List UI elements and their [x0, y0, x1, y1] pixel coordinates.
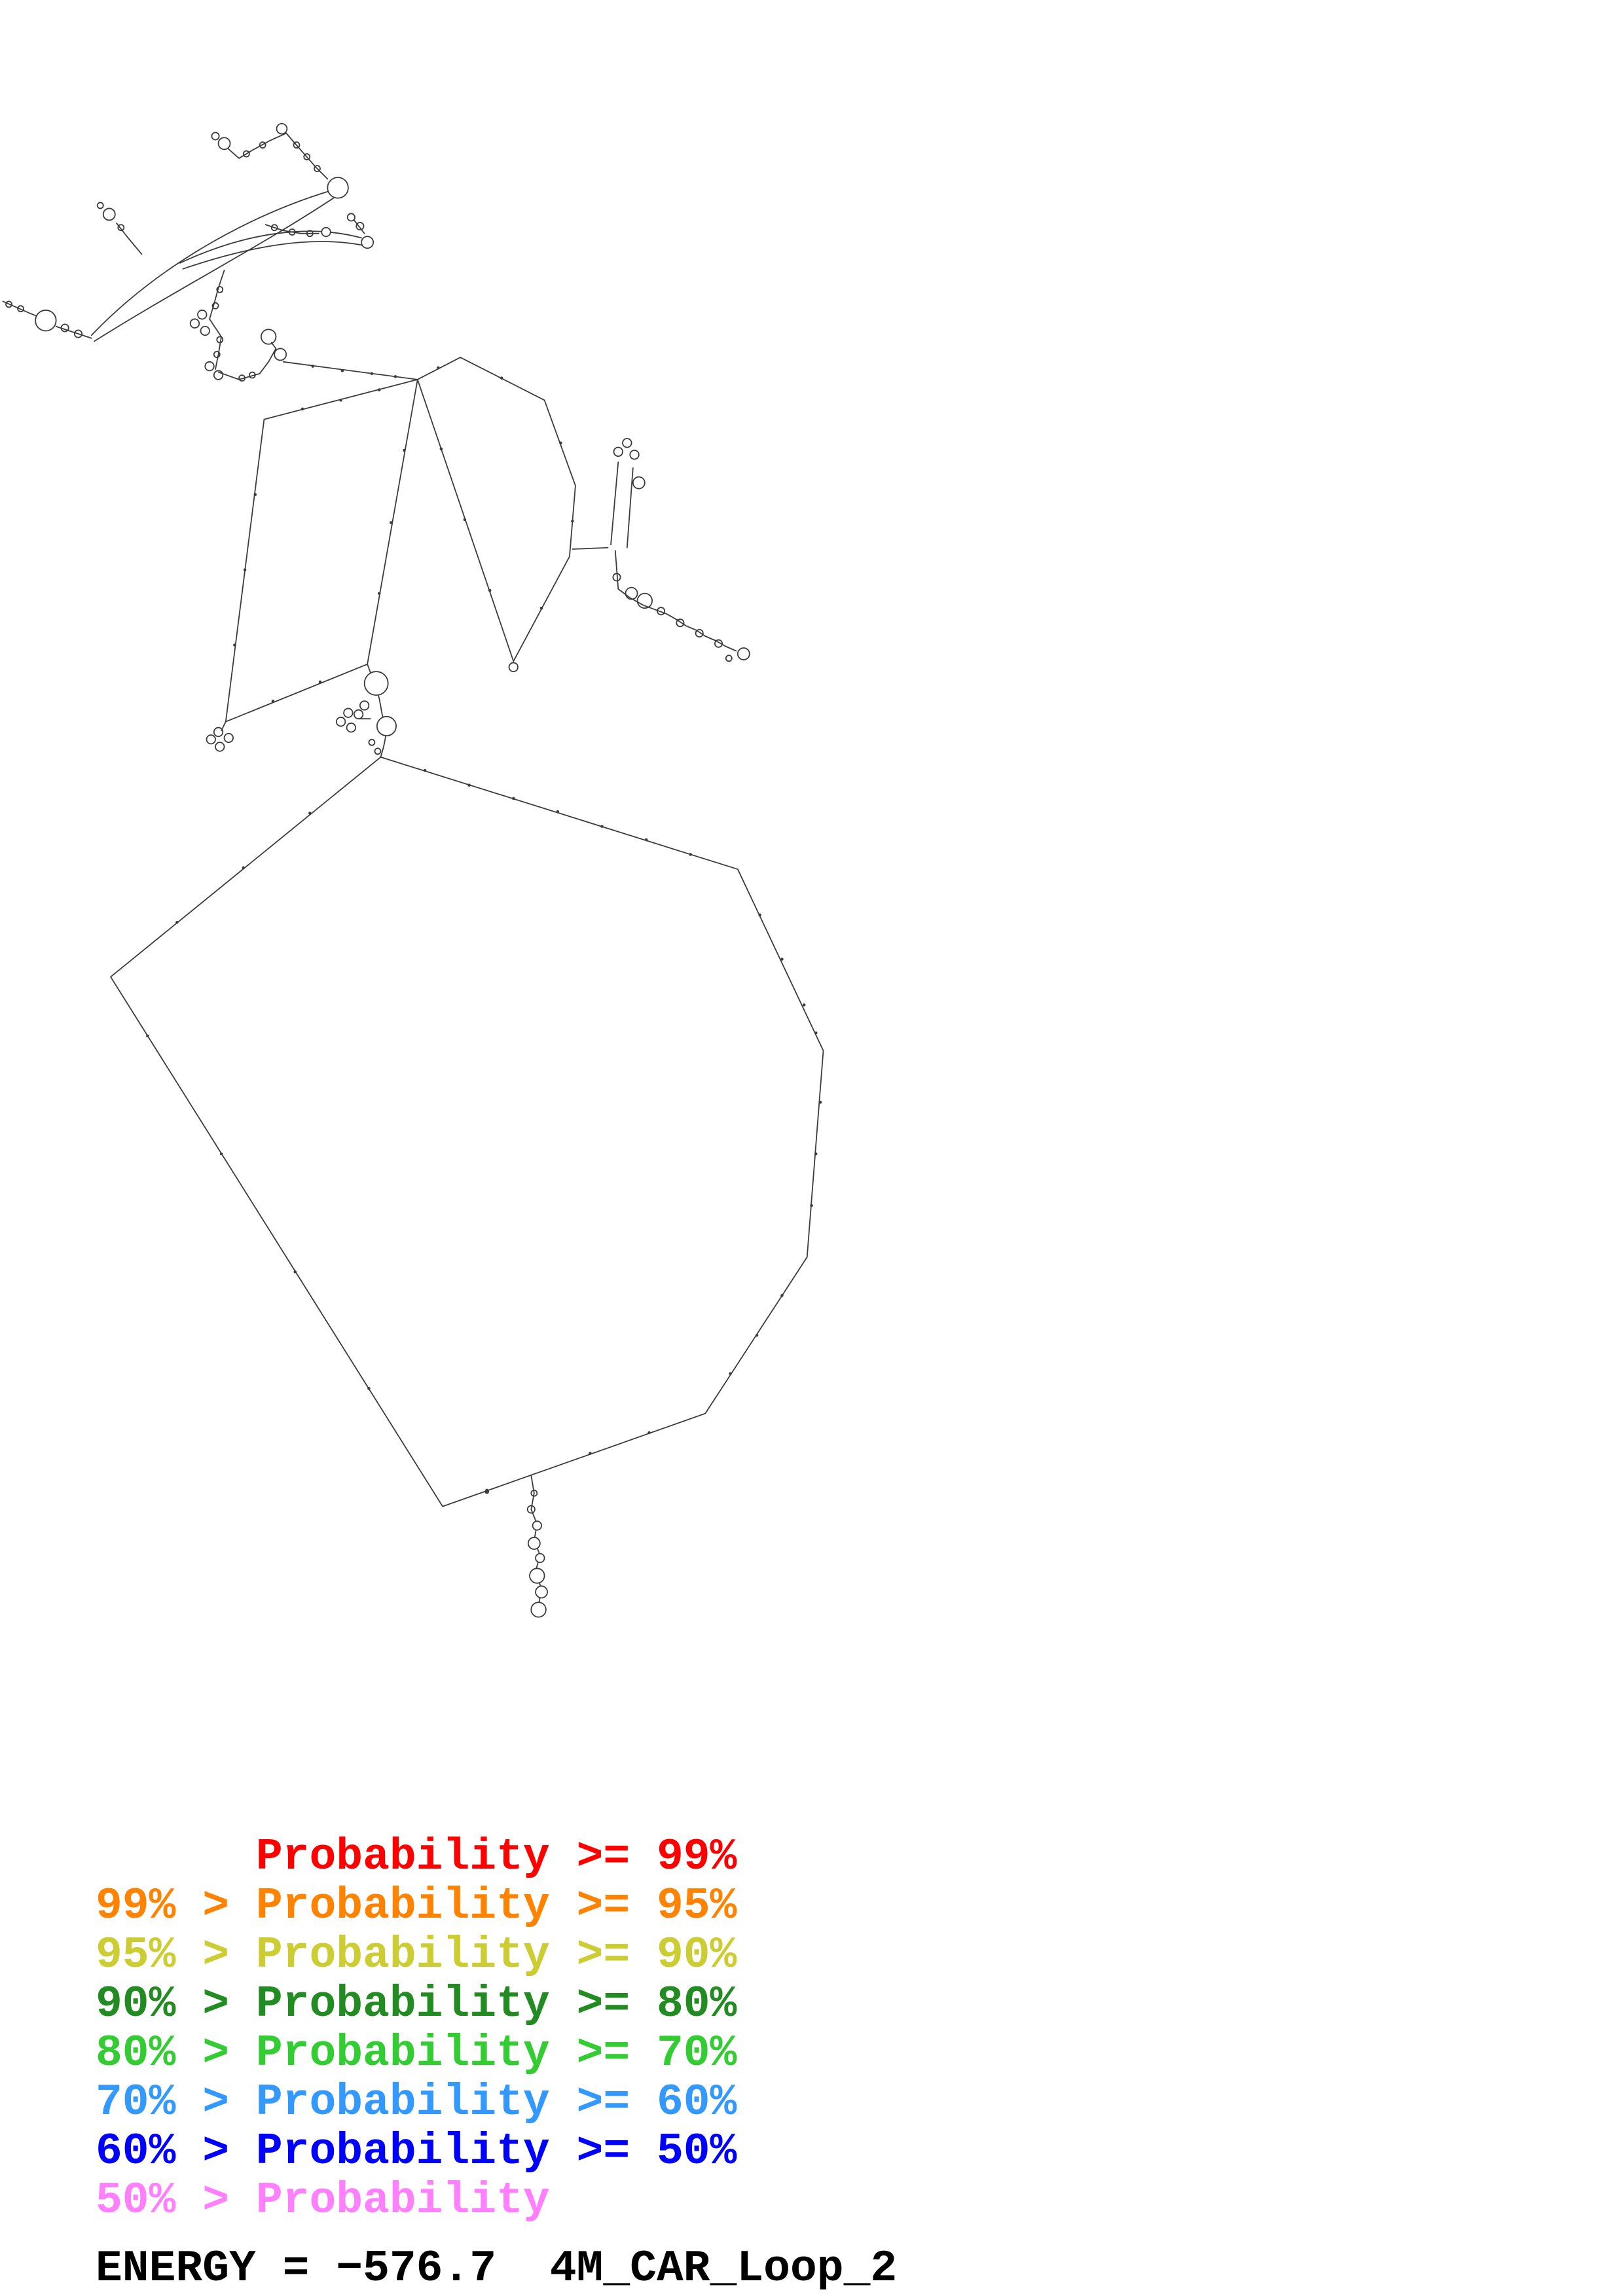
- legend-item-prob-60-70: 70% > Probability >= 60%: [96, 2077, 737, 2128]
- mid-junction-cluster: [335, 663, 397, 758]
- large-loop-polygon: [110, 756, 824, 1507]
- probability-legend: Probability >= 99% 99% > Probability >= …: [96, 1833, 737, 2225]
- legend-item-prob-50-60: 60% > Probability >= 50%: [96, 2126, 737, 2177]
- interior-loop-quadrilateral: [206, 378, 418, 752]
- legend-item-prob-90-95: 95% > Probability >= 90%: [96, 1930, 737, 1981]
- right-stem-loop-branch: [572, 438, 750, 662]
- legend-item-prob-95-99: 99% > Probability >= 95%: [96, 1881, 737, 1931]
- legend-item-prob-80-90: 90% > Probability >= 80%: [96, 1979, 737, 2030]
- energy-label: ENERGY = −576.7 4M_CAR_Loop_2: [96, 2244, 898, 2294]
- legend-item-prob-70-80: 80% > Probability >= 70%: [96, 2028, 737, 2079]
- top-left-hairpin-cluster: [2, 122, 418, 382]
- bottom-dangling-chain: [484, 1475, 549, 1618]
- central-multibranch-loop: [416, 357, 576, 672]
- legend-item-prob-lt-50: 50% > Probability: [96, 2176, 550, 2226]
- legend-item-prob-ge-99: Probability >= 99%: [96, 1832, 737, 1882]
